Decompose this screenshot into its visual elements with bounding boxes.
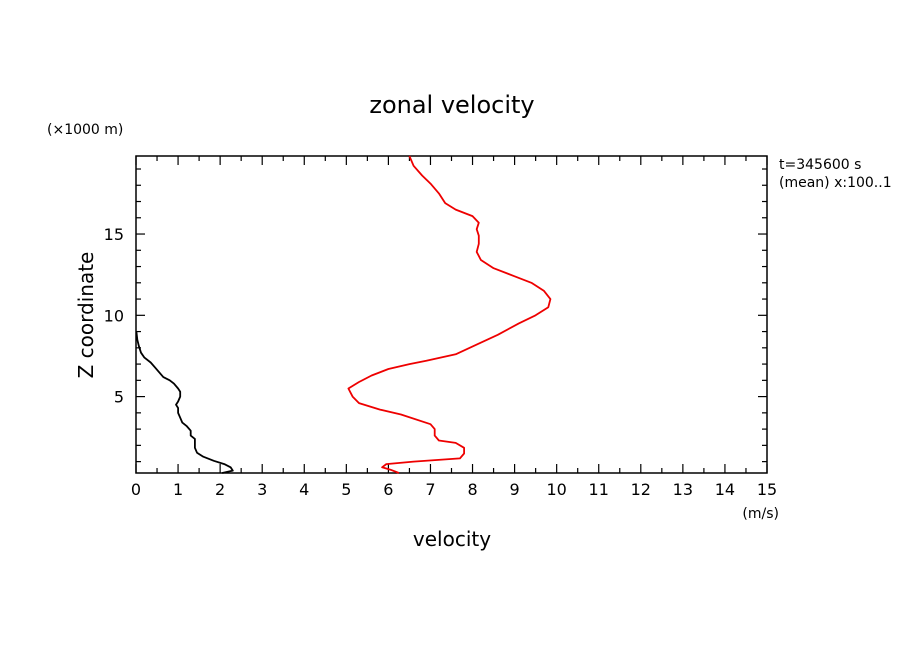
- series-layer: [135, 155, 552, 474]
- x-tick-label: 13: [673, 480, 693, 499]
- x-tick-label: 3: [257, 480, 267, 499]
- y-axis-label: Z coordinate: [74, 252, 98, 379]
- y-tick-label: 15: [104, 225, 124, 244]
- x-tick-label: 7: [425, 480, 435, 499]
- series-line-1: [347, 155, 552, 474]
- x-tick-label: 1: [173, 480, 183, 499]
- x-tick-label: 5: [341, 480, 351, 499]
- series-line-0: [135, 331, 234, 474]
- x-unit-label: (m/s): [742, 506, 779, 522]
- x-tick-label: 6: [383, 480, 393, 499]
- chart-title: zonal velocity: [369, 91, 534, 119]
- y-tick-label: 10: [104, 306, 124, 325]
- y-tick-label: 5: [114, 388, 124, 407]
- x-tick-label: 10: [546, 480, 566, 499]
- x-tick-label: 14: [715, 480, 735, 499]
- y-unit-label: (×1000 m): [47, 122, 123, 138]
- annotation-mean: (mean) x:100..1: [779, 175, 892, 191]
- x-tick-label: 8: [467, 480, 477, 499]
- x-tick-label: 15: [757, 480, 777, 499]
- x-tick-label: 0: [131, 480, 141, 499]
- x-tick-label: 12: [631, 480, 651, 499]
- x-tick-label: 2: [215, 480, 225, 499]
- x-tick-label: 4: [299, 480, 309, 499]
- x-axis-label: velocity: [413, 527, 491, 551]
- x-tick-label: 11: [589, 480, 609, 499]
- x-tick-label: 9: [510, 480, 520, 499]
- annotation-time: t=345600 s: [779, 157, 861, 173]
